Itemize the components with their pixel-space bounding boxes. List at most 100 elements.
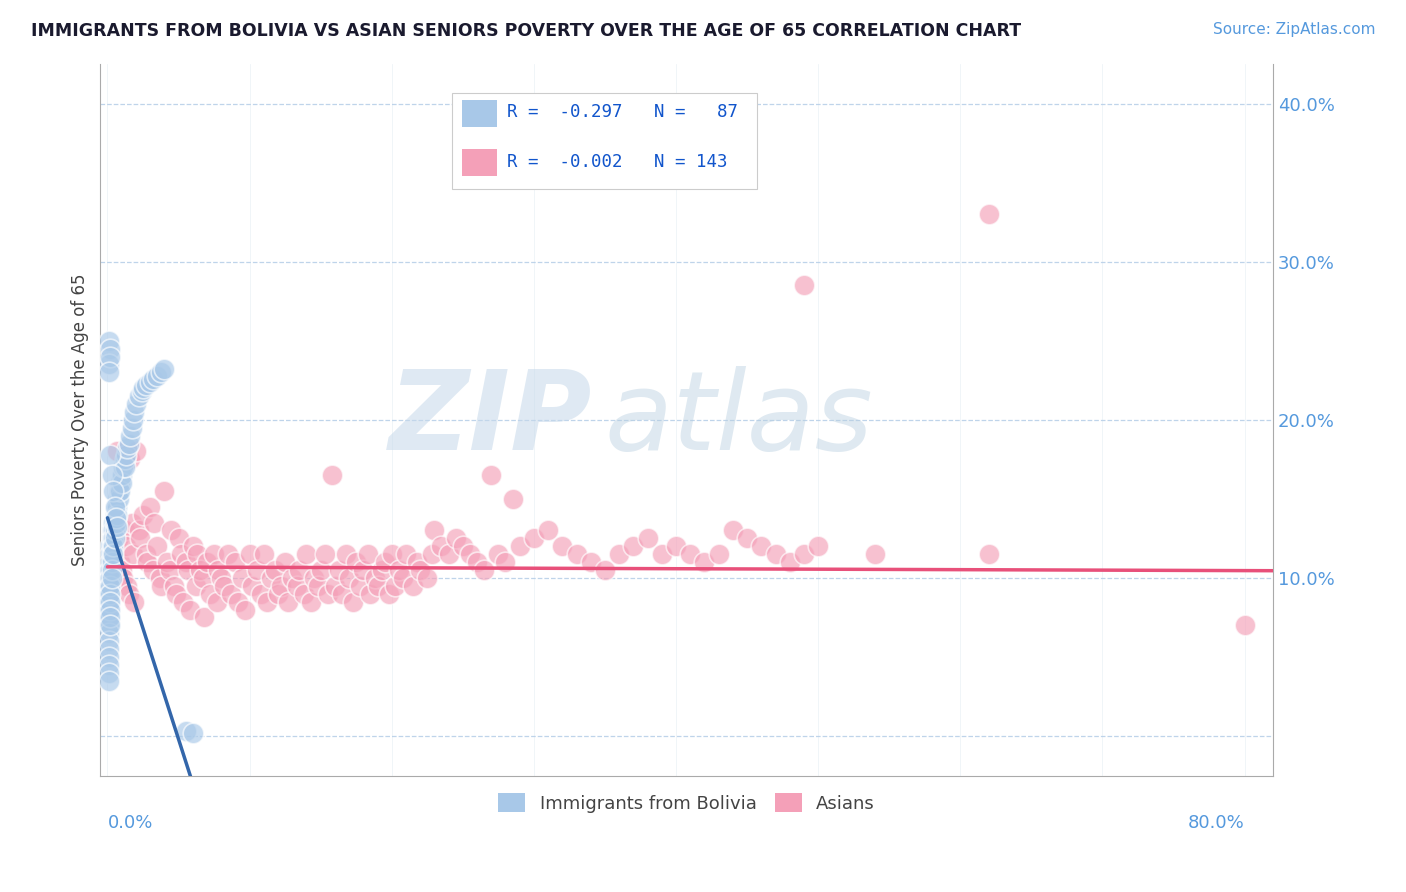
Point <box>97 649 120 664</box>
Text: R =  -0.002   N = 143: R = -0.002 N = 143 <box>508 153 728 171</box>
Point <box>122 413 145 427</box>
Point <box>100 563 122 577</box>
Point <box>328 563 350 577</box>
Point <box>115 448 138 462</box>
Point <box>494 555 516 569</box>
Point <box>374 555 396 569</box>
Point <box>97 610 120 624</box>
Point <box>107 500 129 514</box>
Point <box>97 602 120 616</box>
FancyBboxPatch shape <box>461 100 496 127</box>
Point <box>100 555 122 569</box>
Point <box>707 547 730 561</box>
Point <box>267 587 290 601</box>
Point <box>342 594 364 608</box>
Point <box>793 278 815 293</box>
Point <box>295 547 318 561</box>
Text: R =  -0.297   N =   87: R = -0.297 N = 87 <box>508 103 738 121</box>
Point <box>163 579 186 593</box>
Point <box>101 532 124 546</box>
Point <box>181 539 204 553</box>
Point <box>188 563 211 577</box>
Point <box>117 579 139 593</box>
Point <box>110 555 132 569</box>
Point <box>253 547 276 561</box>
Legend: Immigrants from Bolivia, Asians: Immigrants from Bolivia, Asians <box>491 786 883 820</box>
Text: ZIP: ZIP <box>389 367 593 474</box>
Point <box>100 468 122 483</box>
Point <box>299 594 322 608</box>
Point <box>108 491 131 506</box>
Point <box>97 334 120 348</box>
Point <box>226 594 249 608</box>
Point <box>181 726 204 740</box>
Point <box>111 468 134 483</box>
Point <box>101 516 124 530</box>
Point <box>307 579 329 593</box>
Point <box>363 571 385 585</box>
Point <box>807 539 830 553</box>
Point <box>97 634 120 648</box>
Point <box>224 555 246 569</box>
Point <box>100 547 122 561</box>
Point <box>356 547 378 561</box>
Point <box>98 563 121 577</box>
Point <box>98 448 121 462</box>
Y-axis label: Seniors Poverty Over the Age of 65: Seniors Poverty Over the Age of 65 <box>72 274 89 566</box>
Point <box>122 547 145 561</box>
Point <box>98 610 121 624</box>
Point <box>523 532 546 546</box>
Point <box>285 579 308 593</box>
Point <box>143 516 166 530</box>
Point <box>219 587 242 601</box>
Point <box>409 563 432 577</box>
Point <box>274 555 297 569</box>
Point <box>124 405 146 419</box>
Point <box>132 381 155 395</box>
Point <box>167 532 190 546</box>
Point <box>104 516 127 530</box>
Point <box>104 500 127 514</box>
Point <box>321 468 343 483</box>
FancyBboxPatch shape <box>461 150 496 177</box>
Point <box>97 618 120 632</box>
Point <box>125 397 148 411</box>
Point <box>423 524 446 538</box>
Point <box>124 594 146 608</box>
Point <box>97 657 120 672</box>
Point <box>651 547 673 561</box>
Point <box>250 587 273 601</box>
Point <box>139 500 162 514</box>
Point <box>165 587 187 601</box>
Point <box>384 579 406 593</box>
Point <box>110 483 132 498</box>
Point <box>323 579 346 593</box>
Point <box>118 587 141 601</box>
Point <box>205 594 228 608</box>
Point <box>451 539 474 553</box>
Point <box>100 571 122 585</box>
Point <box>288 563 311 577</box>
Point <box>277 594 299 608</box>
Point <box>150 579 173 593</box>
Point <box>212 579 235 593</box>
Text: 0.0%: 0.0% <box>107 814 153 832</box>
Point <box>103 547 125 561</box>
Point <box>679 547 702 561</box>
Point <box>97 673 120 688</box>
Point <box>108 532 131 546</box>
Point <box>479 468 502 483</box>
Point <box>156 555 179 569</box>
Point <box>209 571 232 585</box>
Point <box>117 442 139 456</box>
Point <box>177 563 200 577</box>
Point <box>103 524 125 538</box>
Point <box>114 460 136 475</box>
Point <box>174 555 197 569</box>
Point <box>170 547 193 561</box>
Point <box>270 579 292 593</box>
Point <box>335 547 357 561</box>
Point <box>101 483 124 498</box>
Point <box>579 555 602 569</box>
Point <box>472 563 495 577</box>
